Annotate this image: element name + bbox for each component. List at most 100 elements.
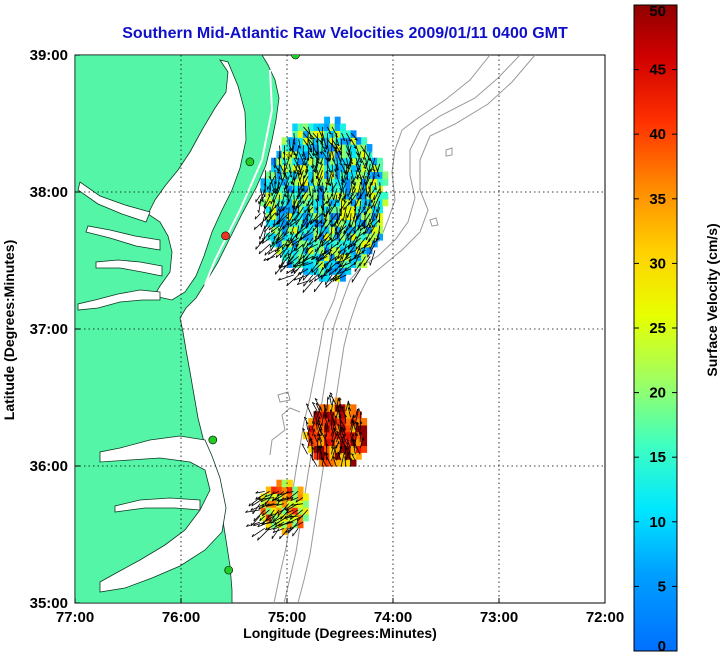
velocity-cell — [350, 404, 357, 412]
velocity-arrow-head — [276, 203, 279, 207]
velocity-arrow-head — [326, 242, 329, 246]
velocity-cell — [350, 424, 357, 433]
velocity-arrow-head — [275, 190, 278, 194]
velocity-arrow — [309, 237, 318, 246]
velocity-arrow — [288, 188, 295, 203]
velocity-arrow-head — [292, 264, 295, 268]
velocity-arrow — [336, 176, 343, 191]
velocity-arrow-head — [332, 412, 335, 416]
velocity-arrow-head — [340, 436, 344, 439]
velocity-cell — [355, 246, 362, 255]
velocity-arrow-head — [284, 515, 287, 519]
velocity-cell — [287, 157, 293, 166]
velocity-cell — [313, 198, 320, 207]
virginia-rivers — [85, 225, 163, 277]
velocity-cell — [350, 205, 357, 214]
velocity-arrow-head — [321, 457, 325, 460]
velocity-arrow-head — [319, 240, 322, 244]
velocity-arrow-head — [325, 171, 328, 175]
velocity-arrow-head — [330, 193, 334, 197]
velocity-arrow-head — [320, 151, 323, 155]
velocity-cell — [329, 411, 336, 419]
velocity-arrow-head — [276, 498, 280, 502]
velocity-arrow — [349, 213, 352, 227]
velocity-arrow-head — [260, 224, 262, 228]
velocity-arrow-head — [306, 157, 310, 161]
velocity-cell — [340, 246, 346, 255]
velocity-arrow-head — [290, 148, 293, 152]
velocity-arrow-head — [306, 403, 309, 406]
velocity-arrow — [324, 423, 328, 436]
velocity-arrow-head — [262, 512, 264, 517]
velocity-arrow — [289, 219, 299, 227]
velocity-arrow-head — [296, 211, 300, 215]
velocity-cell — [329, 233, 336, 241]
velocity-arrow — [293, 151, 298, 160]
velocity-arrow-head — [314, 398, 318, 401]
velocity-cell — [361, 226, 368, 234]
velocity-arrow — [297, 200, 304, 209]
velocity-cell — [302, 178, 309, 186]
velocity-arrow — [284, 176, 290, 191]
velocity-arrow — [347, 206, 352, 218]
velocity-arrow — [352, 439, 361, 455]
velocity-arrow-head — [266, 219, 269, 223]
velocity-arrow — [374, 182, 377, 190]
x-tick-label: 74:00 — [374, 609, 412, 626]
velocity-cell — [265, 192, 272, 200]
colorbar-label: Surface Velocity (cm/s) — [704, 223, 720, 376]
velocity-arrow-head — [376, 174, 380, 178]
velocity-cell — [324, 260, 330, 268]
velocity-arrow — [278, 231, 290, 241]
velocity-arrow — [297, 268, 309, 276]
velocity-cell — [318, 198, 325, 207]
velocity-arrow — [286, 509, 294, 514]
velocity-cell — [292, 178, 299, 186]
velocity-cell — [287, 198, 293, 207]
velocity-arrow — [339, 200, 347, 212]
velocity-arrow-head — [376, 235, 379, 239]
velocity-cell — [276, 507, 283, 515]
velocity-arrow-head — [332, 446, 335, 450]
velocity-cell — [318, 226, 325, 234]
velocity-arrow — [267, 509, 275, 519]
velocity-arrow-head — [346, 233, 348, 237]
velocity-arrow-head — [287, 252, 290, 257]
velocity-cell — [355, 260, 362, 268]
velocity-cell — [329, 198, 336, 207]
velocity-cell — [350, 137, 357, 145]
velocity-cell — [350, 171, 357, 179]
velocity-arrow-head — [329, 392, 333, 395]
velocity-arrow — [292, 169, 300, 185]
velocity-arrow — [275, 249, 285, 258]
velocity-arrow — [348, 237, 357, 250]
velocity-arrow — [323, 256, 338, 267]
velocity-arrow-head — [346, 438, 350, 442]
velocity-arrow-head — [328, 158, 331, 162]
velocity-arrow — [315, 157, 319, 174]
velocity-arrow — [337, 249, 347, 259]
velocity-arrow — [341, 163, 347, 174]
velocity-arrow-head — [290, 231, 292, 235]
velocity-arrow-head — [337, 423, 340, 427]
velocity-arrow-head — [308, 213, 311, 217]
velocity-cell — [345, 267, 352, 275]
velocity-arrow — [295, 213, 304, 226]
velocity-arrow-head — [316, 198, 320, 202]
velocity-arrow-head — [375, 209, 378, 213]
velocity-arrow — [287, 249, 299, 263]
velocity-arrow — [342, 206, 347, 222]
velocity-arrow — [338, 231, 347, 242]
velocity-arrow-head — [344, 220, 347, 224]
velocity-cell — [313, 424, 320, 433]
velocity-cell — [287, 178, 293, 186]
velocity-arrow — [317, 250, 323, 261]
velocity-arrow — [351, 453, 356, 461]
velocity-cell — [302, 253, 309, 262]
velocity-arrow-head — [354, 235, 357, 240]
velocity-cell — [340, 260, 346, 268]
velocity-cell — [329, 226, 336, 234]
velocity-arrow-head — [304, 170, 307, 174]
velocity-cell — [361, 438, 368, 447]
potomac-river — [77, 181, 151, 223]
